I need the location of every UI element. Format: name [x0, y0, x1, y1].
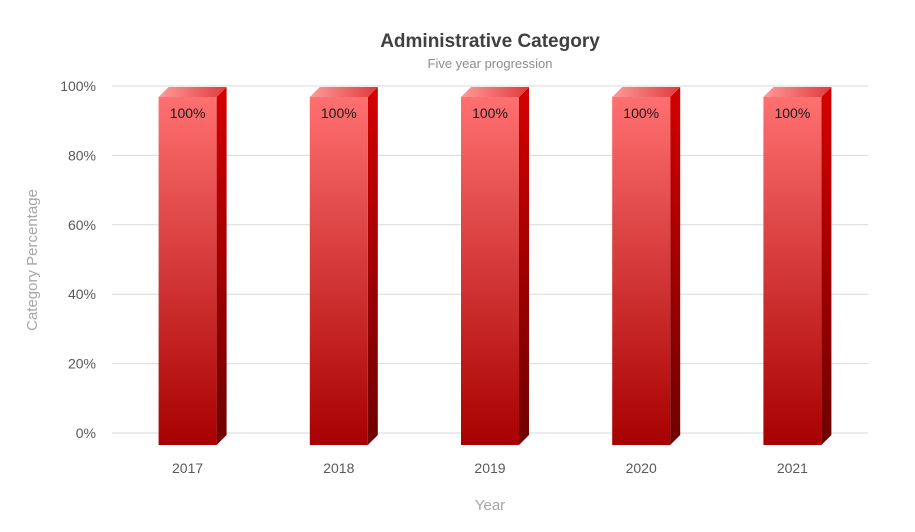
- data-label: 100%: [321, 105, 357, 121]
- x-tick-label: 2019: [474, 460, 505, 476]
- bar-2020: 100%: [612, 87, 681, 445]
- bar-top: [309, 87, 378, 97]
- y-tick-label: 40%: [68, 286, 96, 302]
- bar-side: [216, 87, 227, 445]
- bar-2018: 100%: [309, 87, 378, 445]
- bar-side: [519, 87, 529, 445]
- x-tick-label: 2018: [323, 460, 354, 476]
- bar-top: [612, 87, 681, 97]
- bar-2019: 100%: [461, 87, 529, 445]
- bar-top: [158, 87, 227, 97]
- y-tick-label: 100%: [60, 78, 96, 94]
- bar-front: [763, 97, 822, 445]
- data-label: 100%: [774, 105, 810, 121]
- x-tick-label: 2021: [777, 460, 808, 476]
- y-tick-label: 80%: [68, 147, 96, 163]
- bar-side: [670, 87, 681, 445]
- y-tick-label: 20%: [68, 356, 96, 372]
- x-axis-label: Year: [475, 497, 505, 514]
- bar-2017: 100%: [158, 87, 227, 445]
- x-tick-label: 2020: [626, 460, 657, 476]
- bar-front: [612, 97, 671, 445]
- y-axis-ticks: 0% 20% 40% 60% 80% 100%: [60, 78, 96, 441]
- bars: 100% 100% 100% 100% 100%: [158, 87, 832, 445]
- data-label: 100%: [170, 105, 206, 121]
- y-tick-label: 60%: [68, 217, 96, 233]
- bar-side: [367, 87, 378, 445]
- bar-top: [461, 87, 529, 97]
- chart-subtitle: Five year progression: [428, 56, 553, 71]
- chart-title: Administrative Category: [380, 31, 600, 52]
- x-axis-ticks: 2017 2018 2019 2020 2021: [172, 460, 808, 476]
- bar-2021: 100%: [763, 87, 832, 445]
- bar-side: [821, 87, 832, 445]
- data-label: 100%: [472, 105, 508, 121]
- bar-top: [763, 87, 832, 97]
- bar-front: [309, 97, 368, 445]
- y-tick-label: 0%: [76, 425, 96, 441]
- data-label: 100%: [623, 105, 659, 121]
- y-axis-label: Category Percentage: [24, 189, 41, 331]
- bar-front: [158, 97, 217, 445]
- bar-front: [461, 97, 519, 445]
- x-tick-label: 2017: [172, 460, 203, 476]
